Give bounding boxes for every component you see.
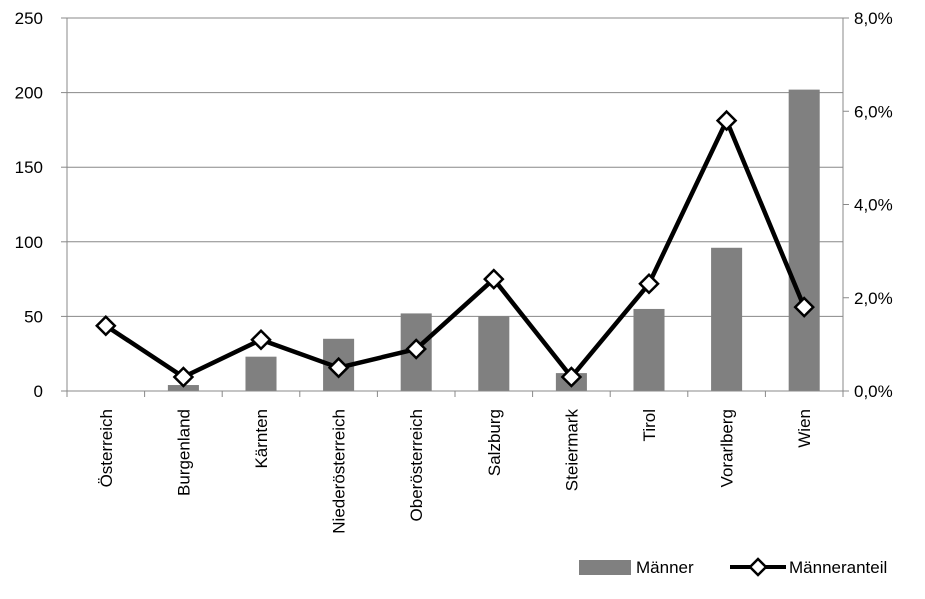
right-tick-label: 8,0% [854, 9, 893, 28]
right-tick-label: 2,0% [854, 289, 893, 308]
line-marker [250, 328, 272, 351]
left-tick-label: 0 [34, 382, 43, 401]
right-tick-label: 6,0% [854, 102, 893, 121]
x-tick-label: Vorarlberg [718, 409, 737, 487]
x-tick-label: Burgenland [174, 409, 193, 496]
legend-label-manneranteil: Männeranteil [789, 558, 887, 577]
line-marker [172, 366, 195, 388]
left-tick-label: 100 [15, 233, 43, 252]
axes [61, 17, 849, 397]
left-tick-label: 250 [15, 9, 43, 28]
legend: Männer Männeranteil [579, 557, 887, 577]
line-marker [715, 109, 738, 132]
legend-label-manner: Männer [636, 558, 694, 577]
right-tick-label: 4,0% [854, 196, 893, 215]
x-tick-label: Salzburg [485, 409, 504, 476]
left-tick-label: 50 [24, 307, 43, 326]
x-tick-label: Österreich [97, 409, 116, 487]
x-tick-label: Wien [795, 409, 814, 448]
x-axis-labels: Österreich Burgenland Kärnten Niederösterre… [97, 409, 814, 534]
bar [788, 89, 820, 391]
line-marker [793, 296, 815, 318]
x-tick-label: Steiermark [562, 409, 581, 492]
line-path [104, 118, 807, 380]
line-marker [560, 366, 583, 388]
left-tick-label: 200 [15, 84, 43, 103]
left-axis-ticks: 0 50 100 150 200 250 [15, 9, 43, 401]
x-tick-label: Kärnten [252, 409, 271, 469]
bar [167, 385, 199, 391]
bar [245, 356, 277, 391]
line-marker [405, 338, 427, 360]
line-manneranteil [95, 109, 815, 388]
line-marker [483, 268, 505, 290]
legend-swatch-manner [579, 560, 631, 575]
legend-marker-manneranteil [748, 557, 768, 577]
bar [711, 247, 743, 391]
line-marker [327, 356, 350, 379]
line-marker [95, 314, 117, 337]
x-tick-label: Tirol [640, 409, 659, 441]
bars-manner [167, 89, 820, 391]
bar [478, 316, 510, 391]
bar [633, 308, 665, 391]
right-axis-ticks: 0,0% 2,0% 4,0% 6,0% 8,0% [854, 9, 893, 401]
right-tick-label: 0,0% [854, 382, 893, 401]
x-tick-label: Oberösterreich [407, 409, 426, 521]
line-marker [638, 272, 660, 295]
x-tick-label: Niederösterreich [330, 409, 349, 534]
left-tick-label: 150 [15, 158, 43, 177]
